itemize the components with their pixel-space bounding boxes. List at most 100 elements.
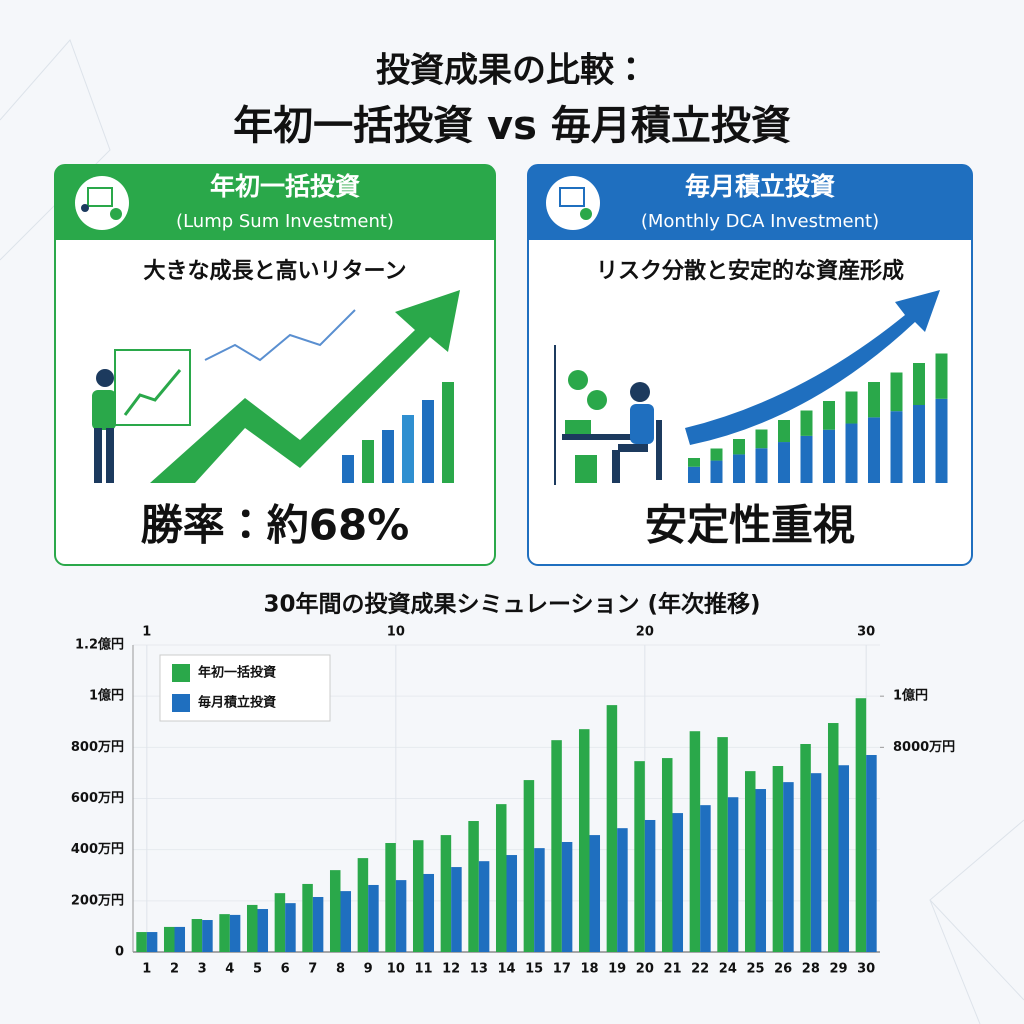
box bbox=[575, 455, 597, 483]
deco-line bbox=[204, 309, 356, 362]
card-subtitle: (Monthly DCA Investment) bbox=[641, 211, 879, 232]
icon-person bbox=[81, 204, 89, 212]
y-tick-label: 400万円 bbox=[71, 842, 124, 857]
deco-bar bbox=[342, 455, 354, 483]
x-tick-label: 8 bbox=[336, 962, 345, 977]
x-tick-label: 7 bbox=[308, 962, 317, 977]
card: 毎月積立投資 (Monthly DCA Investment) リスク分散と安定… bbox=[527, 164, 973, 566]
bar bbox=[395, 880, 407, 952]
icon-coin bbox=[580, 208, 592, 220]
y-tick-label: 0 bbox=[115, 945, 124, 960]
x-tick-label: 13 bbox=[470, 962, 488, 977]
legend-label: 年初一括投資 bbox=[198, 665, 276, 681]
deco-bar bbox=[823, 429, 835, 483]
bar bbox=[174, 926, 186, 952]
bar bbox=[561, 841, 573, 952]
bar bbox=[578, 729, 590, 952]
deco-bar bbox=[755, 448, 768, 483]
x-tick-label: 9 bbox=[364, 962, 373, 977]
title-line: 年初一括投資 vs 毎月積立投資 bbox=[233, 103, 791, 149]
card-title: 毎月積立投資 bbox=[685, 172, 835, 201]
icon-board bbox=[87, 187, 113, 207]
deco-bar bbox=[868, 382, 880, 418]
bar bbox=[717, 737, 728, 952]
card-header bbox=[528, 220, 972, 240]
chart-title: 30年間の投資成果シミュレーション (年次推移) bbox=[263, 591, 760, 618]
bar bbox=[219, 914, 230, 952]
bar bbox=[202, 920, 213, 952]
bar bbox=[606, 705, 618, 952]
bar bbox=[827, 723, 839, 952]
legend-label: 毎月積立投資 bbox=[198, 695, 276, 711]
x-tick-label: 18 bbox=[580, 962, 598, 977]
deco-bar bbox=[442, 382, 454, 483]
y-tick-label: 600万円 bbox=[71, 791, 124, 806]
deco-bar bbox=[800, 435, 813, 483]
icon-coin bbox=[110, 208, 122, 220]
card-highlight: 安定性重視 bbox=[645, 501, 855, 550]
deco-bar bbox=[733, 454, 745, 483]
y-tick-label: 1.2億円 bbox=[75, 637, 124, 653]
deco-bar bbox=[710, 460, 723, 483]
card-tagline: 大きな成長と高いリターン bbox=[144, 258, 407, 284]
x-tick-label: 26 bbox=[774, 962, 792, 977]
bar bbox=[589, 835, 601, 952]
deco-bar bbox=[890, 372, 903, 412]
x-tick-label: 6 bbox=[281, 962, 290, 977]
x2-tick-label: 1 bbox=[142, 625, 151, 640]
x2-tick-label: 20 bbox=[636, 625, 654, 640]
deco-bar bbox=[402, 415, 414, 483]
person-leg bbox=[106, 428, 114, 483]
deco-bar bbox=[823, 401, 835, 430]
x-tick-label: 11 bbox=[414, 962, 432, 977]
card-highlight: 勝率：約68% bbox=[141, 501, 410, 550]
bar bbox=[634, 761, 645, 952]
deco-bar bbox=[890, 411, 903, 483]
deco-bar bbox=[733, 439, 745, 455]
x-tick-label: 19 bbox=[608, 962, 626, 977]
bar bbox=[468, 821, 479, 952]
bar bbox=[136, 932, 147, 952]
bar bbox=[274, 893, 286, 952]
bar bbox=[672, 813, 684, 952]
person-leg bbox=[618, 444, 648, 452]
y-tick-label: 800万円 bbox=[71, 740, 124, 755]
deco-bar bbox=[710, 448, 723, 461]
x-tick-label: 28 bbox=[802, 962, 820, 977]
legend-swatch bbox=[172, 664, 190, 682]
person-head bbox=[96, 369, 114, 387]
chair bbox=[656, 420, 662, 480]
bar bbox=[229, 914, 241, 952]
x-tick-label: 21 bbox=[663, 962, 681, 977]
bar bbox=[340, 891, 352, 952]
person-body bbox=[92, 390, 116, 430]
deco-bar bbox=[778, 420, 790, 443]
bar bbox=[257, 909, 269, 952]
x2-tick-label: 30 bbox=[857, 625, 875, 640]
bar bbox=[838, 765, 850, 952]
bar bbox=[617, 828, 628, 952]
x-tick-label: 25 bbox=[746, 962, 764, 977]
bar bbox=[772, 766, 784, 952]
deco-bar bbox=[778, 442, 790, 483]
deco-bar bbox=[688, 458, 700, 467]
x-tick-label: 15 bbox=[525, 962, 543, 977]
bar bbox=[312, 896, 324, 952]
deco-bar bbox=[935, 353, 948, 399]
illustration bbox=[92, 290, 460, 483]
bar bbox=[744, 771, 756, 952]
deco-line bbox=[929, 819, 1024, 1024]
x-tick-label: 1 bbox=[142, 962, 151, 977]
bar bbox=[191, 918, 203, 952]
bar bbox=[661, 758, 673, 952]
bar bbox=[357, 858, 369, 952]
growth-arrow bbox=[685, 290, 940, 445]
legend-swatch bbox=[172, 694, 190, 712]
person-leg bbox=[94, 428, 102, 483]
deco-bar bbox=[422, 400, 434, 483]
bar bbox=[495, 804, 507, 952]
bar bbox=[689, 731, 701, 952]
y-tick-label: 200万円 bbox=[71, 893, 124, 908]
